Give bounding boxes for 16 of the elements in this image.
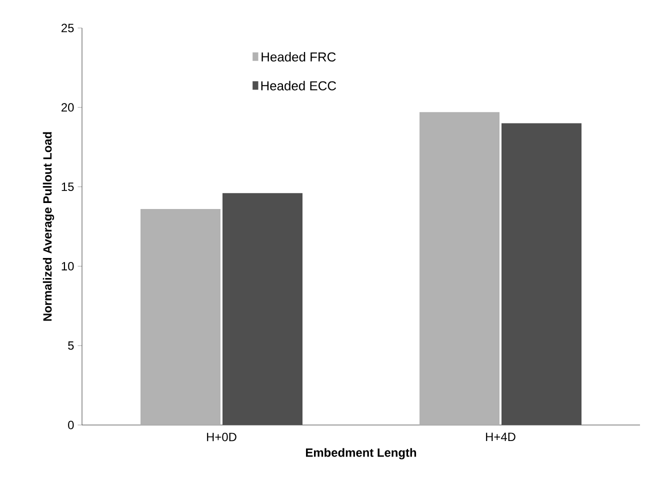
y-tick-label: 5 bbox=[68, 341, 74, 350]
x-tick-label: H+0D bbox=[207, 432, 236, 442]
x-axis-title: Embedment Length bbox=[306, 448, 416, 460]
bar bbox=[140, 209, 221, 425]
y-tick-label: 0 bbox=[68, 420, 74, 430]
y-tick-label: 20 bbox=[62, 103, 74, 112]
y-tick-label: 10 bbox=[62, 262, 74, 270]
x-tick-label: H+4D bbox=[486, 432, 516, 441]
bar bbox=[502, 123, 582, 425]
bar bbox=[420, 112, 500, 425]
legend-label: Headed FRC bbox=[262, 52, 336, 62]
y-tick-label: 15 bbox=[62, 182, 74, 191]
y-tick-label: 25 bbox=[62, 24, 74, 32]
bar bbox=[222, 193, 302, 425]
y-axis-title: Normalized Average Pullout Load bbox=[42, 132, 54, 321]
legend-label: Headed ECC bbox=[261, 80, 336, 90]
